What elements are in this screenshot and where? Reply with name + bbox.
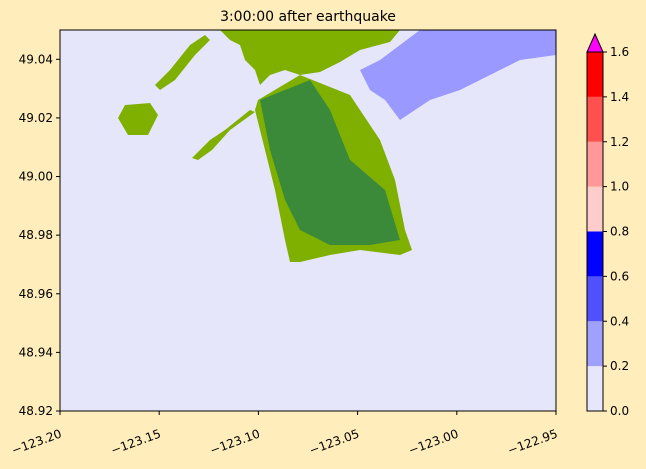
colorbar-tick-label: 1.2 [610, 135, 629, 149]
y-tick-label: 49.00 [19, 170, 53, 184]
spit [155, 35, 210, 90]
y-tick-label: 49.02 [19, 111, 53, 125]
colorbar-tick-label: 0.2 [610, 359, 629, 373]
colorbar-bin [587, 276, 603, 322]
colorbar-tick-label: 1.0 [610, 180, 629, 194]
x-tick-label: −123.00 [407, 427, 461, 458]
colorbar-bin [587, 321, 603, 367]
x-tick-label: −123.10 [208, 427, 262, 458]
colorbar-tick-label: 0.0 [610, 404, 629, 418]
colorbar-bin [587, 231, 603, 277]
title: 3:00:00 after earthquake [220, 9, 396, 25]
colorbar-bin [587, 141, 603, 187]
strip [192, 110, 255, 160]
land [118, 30, 556, 262]
x-tick-label: −123.05 [307, 427, 361, 458]
colorbar-tick-label: 0.8 [610, 225, 629, 239]
plot-frame [59, 29, 557, 412]
inundation [260, 80, 400, 245]
colorbar-tick-label: 1.4 [610, 90, 629, 104]
y-tick-label: 48.96 [19, 287, 53, 301]
colorbar-bin [587, 186, 603, 232]
x-tick-label: −123.20 [10, 427, 64, 458]
colorbar-bin [587, 52, 603, 97]
island [118, 103, 158, 135]
colorbar-tick-label: 0.6 [610, 269, 629, 283]
y-tick-label: 48.94 [19, 345, 53, 359]
colorbar-bin [587, 96, 603, 142]
land-north [220, 30, 400, 85]
colorbar-extend [586, 32, 604, 53]
y-tick-label: 49.04 [19, 52, 53, 66]
colorbar-tick-label: 0.4 [610, 314, 629, 328]
water-patch [360, 30, 556, 120]
x-tick-label: −123.15 [109, 427, 163, 458]
y-tick-label: 48.98 [19, 228, 53, 242]
colorbar-tick-label: 1.6 [610, 45, 629, 59]
y-tick-label: 48.92 [19, 404, 53, 418]
colorbar-bin [587, 366, 603, 411]
x-tick-label: −122.95 [506, 427, 560, 458]
